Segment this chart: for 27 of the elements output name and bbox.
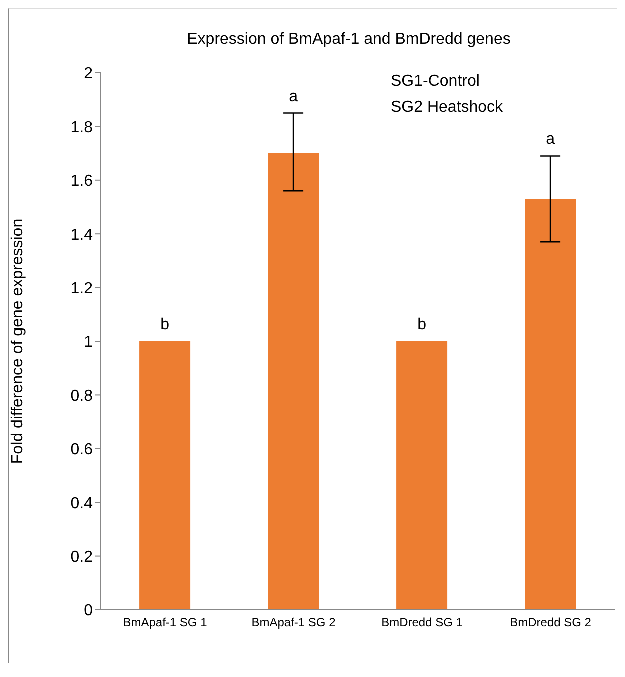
y-tick-label: 1.6 [70, 173, 94, 190]
y-tick-label: 1.8 [70, 119, 94, 136]
y-tick-label: 0.6 [70, 442, 94, 459]
y-tick-label: 1 [84, 334, 94, 352]
bar [396, 342, 448, 610]
bar [140, 342, 191, 610]
data-label: b [418, 316, 427, 334]
y-tick-label: 0.8 [70, 388, 94, 405]
y-tick-label: 0.2 [70, 548, 94, 566]
x-tick-label: BmDredd SG 2 [510, 616, 592, 630]
x-tick-label: BmApaf-1 SG 1 [123, 616, 208, 630]
annotation: SG1-Control [391, 72, 481, 92]
chart-title: Expression of BmApaf-1 and BmDredd genes [186, 31, 512, 49]
y-tick-label: 1.4 [70, 226, 94, 244]
y-tick-label: 0.4 [70, 495, 94, 512]
y-axis-title: Fold difference of gene expression [10, 218, 27, 464]
bar [525, 199, 576, 610]
y-tick-label: 0 [84, 602, 94, 620]
x-tick-label: BmApaf-1 SG 2 [252, 616, 336, 630]
bar [268, 154, 320, 610]
annotation: SG2 Heatshock [391, 98, 504, 118]
x-tick-label: BmDredd SG 1 [382, 616, 464, 630]
y-tick-label: 1.2 [70, 280, 94, 298]
data-label: a [289, 88, 298, 106]
data-label: b [160, 316, 170, 334]
y-tick-label: 2 [84, 66, 94, 83]
data-label: a [546, 131, 556, 148]
